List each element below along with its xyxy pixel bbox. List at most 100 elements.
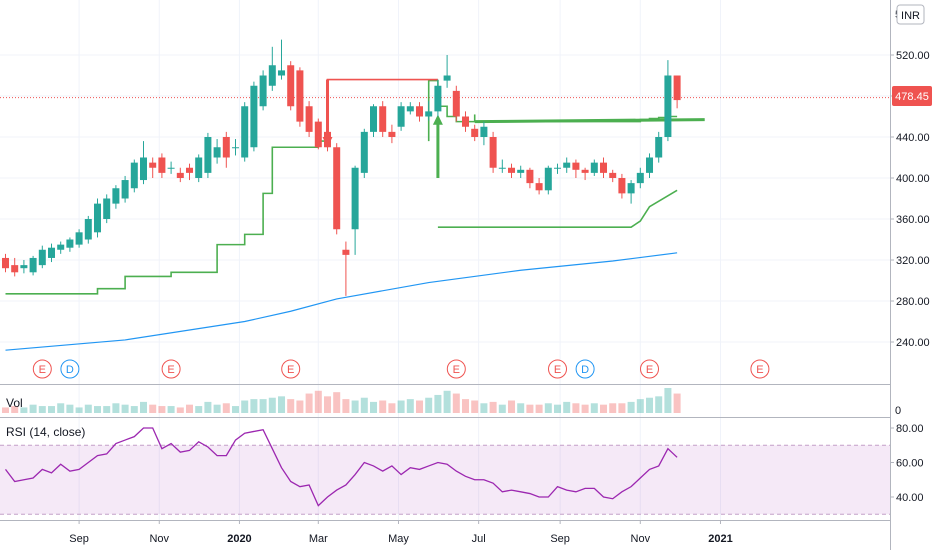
event-marker-earnings[interactable] <box>32 359 52 379</box>
event-marker-label: D <box>66 364 74 376</box>
volume-bar <box>48 406 56 413</box>
volume-bar <box>554 404 562 413</box>
axes: 520.00480.00440.00400.00360.00320.00280.… <box>69 50 929 545</box>
volume-bar <box>158 406 166 413</box>
candle-body <box>627 183 635 194</box>
candle-body <box>360 131 368 173</box>
candle-body <box>296 70 304 122</box>
candle-body <box>370 106 378 132</box>
volume-bar <box>342 399 350 413</box>
volume-bar <box>535 404 543 413</box>
volume-bar <box>664 388 672 413</box>
volume-bar <box>351 400 359 413</box>
event-marker-earnings[interactable] <box>548 359 568 379</box>
volume-bar <box>75 407 83 413</box>
volume-bar <box>167 406 175 413</box>
candle-body <box>618 178 626 194</box>
candle-body <box>140 157 148 181</box>
volume-bar <box>609 403 617 413</box>
time-tick-label: 2020 <box>227 533 251 545</box>
volume-bar <box>259 399 267 413</box>
candle-body <box>241 106 249 158</box>
volume-bar <box>397 400 405 413</box>
candle-body <box>121 180 129 199</box>
candle-body <box>259 75 267 107</box>
price-tick-label: 440.00 <box>896 132 930 144</box>
event-marker-dividend[interactable] <box>60 359 80 379</box>
time-tick-label: 2021 <box>708 533 732 545</box>
candle-body <box>11 265 19 273</box>
volume-bar <box>462 399 470 413</box>
candle-body <box>167 167 175 169</box>
volume-bar <box>636 399 644 413</box>
candle-body <box>324 131 332 148</box>
price-tick-label: 280.00 <box>896 296 930 308</box>
time-tick-label: Sep <box>69 533 89 545</box>
volume-bar <box>314 390 322 413</box>
candle-body <box>84 219 92 240</box>
time-tick-label: May <box>388 533 409 545</box>
time-tick-label: Sep <box>550 533 570 545</box>
event-marker-earnings[interactable] <box>640 359 660 379</box>
candle-body <box>278 70 286 76</box>
candle-body <box>434 85 442 112</box>
volume-bar <box>673 393 681 413</box>
event-marker-label: E <box>453 364 460 376</box>
event-marker-earnings[interactable] <box>446 359 466 379</box>
volume-bar <box>544 403 552 413</box>
volume-bar <box>241 400 249 413</box>
candle-body <box>664 75 672 137</box>
event-marker-label: E <box>756 364 763 376</box>
volume-label[interactable]: Vol <box>6 396 23 410</box>
event-marker-dividend[interactable] <box>575 359 595 379</box>
candle-body <box>535 183 543 191</box>
volume-bar <box>581 404 589 413</box>
candle-body <box>508 167 516 173</box>
long-ma-line <box>5 252 678 351</box>
event-marker-earnings[interactable] <box>161 359 181 379</box>
volume-bar <box>232 406 240 413</box>
gridlines <box>0 0 890 520</box>
candle-body <box>342 249 350 255</box>
volume-bar <box>480 403 488 413</box>
event-marker-earnings[interactable] <box>281 359 301 379</box>
volume-bar <box>333 392 341 413</box>
volume-bar <box>526 404 534 413</box>
candle-body <box>204 137 212 173</box>
candle-body <box>333 147 341 230</box>
currency-badge[interactable] <box>896 4 925 25</box>
rsi-tick-label: 40.00 <box>896 492 924 504</box>
event-marker-earnings[interactable] <box>750 359 770 379</box>
candle-body <box>609 172 617 178</box>
volume-bar <box>305 393 313 413</box>
rsi-label[interactable]: RSI (14, close) <box>6 425 85 439</box>
rsi-pane <box>0 427 890 515</box>
candle-body <box>213 147 221 158</box>
candle-body <box>305 106 313 132</box>
candle-body <box>673 75 681 101</box>
price-tick-label: 240.00 <box>896 337 930 349</box>
candlestick-series <box>2 39 681 296</box>
volume-bar <box>20 407 28 413</box>
volume-bar <box>406 399 414 413</box>
volume-bar <box>324 396 332 413</box>
event-marker-label: D <box>581 364 589 376</box>
volume-bar <box>11 406 19 413</box>
volume-bar <box>2 407 9 413</box>
volume-bar <box>388 403 396 413</box>
volume-bar <box>94 406 102 413</box>
volume-bar <box>425 397 433 413</box>
volume-bar <box>563 401 571 413</box>
volume-bar <box>517 403 525 413</box>
candle-body <box>20 265 28 269</box>
candle-body <box>195 157 203 178</box>
volume-bar <box>618 403 626 413</box>
volume-bar <box>508 400 516 413</box>
candle-body <box>314 121 322 148</box>
volume-bar <box>213 404 221 413</box>
volume-bar <box>287 399 295 413</box>
